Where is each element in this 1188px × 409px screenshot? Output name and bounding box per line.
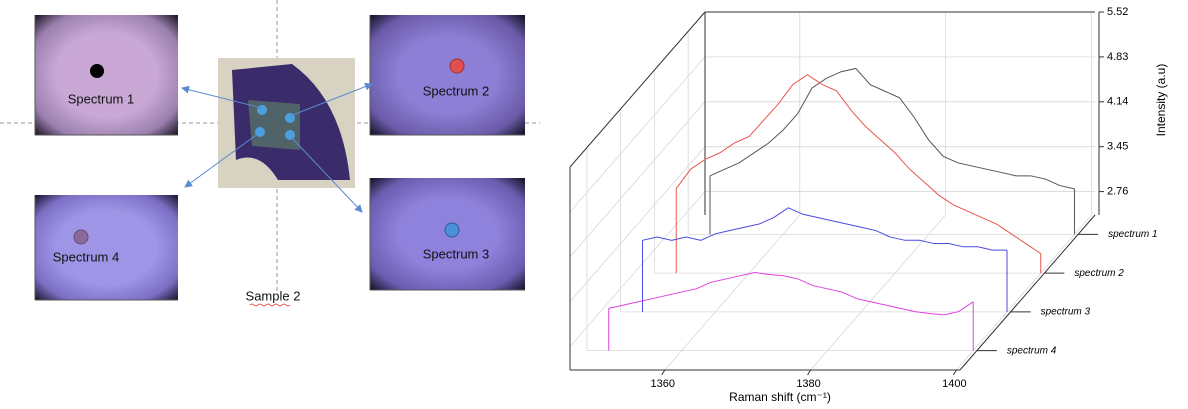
image-label: Spectrum 4 (53, 249, 119, 264)
series-line (709, 67, 1075, 190)
grid-line (569, 191, 706, 347)
y-tick-label: 4.14 (1107, 96, 1128, 108)
y-tick-label: 2.76 (1107, 185, 1128, 197)
x-tick (661, 369, 666, 376)
grid-line (810, 214, 946, 371)
box-edge (569, 11, 706, 168)
y-axis-label: Intensity (a.u) (1154, 64, 1168, 137)
series-line (608, 272, 974, 316)
x-axis-label: Raman shift (cm⁻¹) (729, 390, 831, 404)
x-tick (952, 369, 957, 376)
micrograph: Spectrum 2 (369, 15, 525, 136)
box-edge (959, 214, 1096, 371)
y-tick-label: 5.52 (1107, 6, 1128, 18)
grid-line (569, 146, 706, 302)
sample-label: Sample 2 (246, 288, 301, 303)
sample-photo (218, 58, 355, 188)
series-line (642, 207, 1007, 251)
micrograph: Spectrum 3 (369, 178, 525, 291)
micrograph: Spectrum 1 (34, 15, 178, 136)
image-label: Spectrum 1 (68, 91, 134, 106)
sample-panel: Spectrum 1 Spectrum 2 Spectrum 3 Spectru… (0, 0, 540, 307)
micrograph: Spectrum 4 (34, 195, 178, 301)
x-tick-label: 1360 (651, 378, 675, 390)
x-tick-label: 1380 (796, 378, 820, 390)
arrows (181, 82, 373, 213)
grid-line (569, 56, 706, 213)
depth-label: spectrum 1 (1108, 229, 1157, 240)
grid-line (956, 214, 1092, 371)
spell-underline (249, 303, 291, 307)
image-label: Spectrum 3 (423, 246, 489, 261)
x-tick (807, 369, 811, 376)
y-tick-label: 4.83 (1107, 51, 1128, 63)
image-label: Spectrum 2 (423, 83, 489, 98)
grid-line (664, 214, 801, 371)
depth-label: spectrum 2 (1074, 268, 1124, 279)
depth-label: spectrum 4 (1007, 345, 1057, 356)
chart: Raman shift (cm⁻¹) Intensity (a.u) 2.76 3… (569, 6, 1168, 404)
grid-line (569, 101, 706, 258)
y-tick-label: 3.45 (1107, 141, 1128, 153)
depth-label: spectrum 3 (1041, 307, 1091, 318)
series-line (675, 74, 1042, 255)
x-tick-label: 1400 (942, 378, 966, 390)
